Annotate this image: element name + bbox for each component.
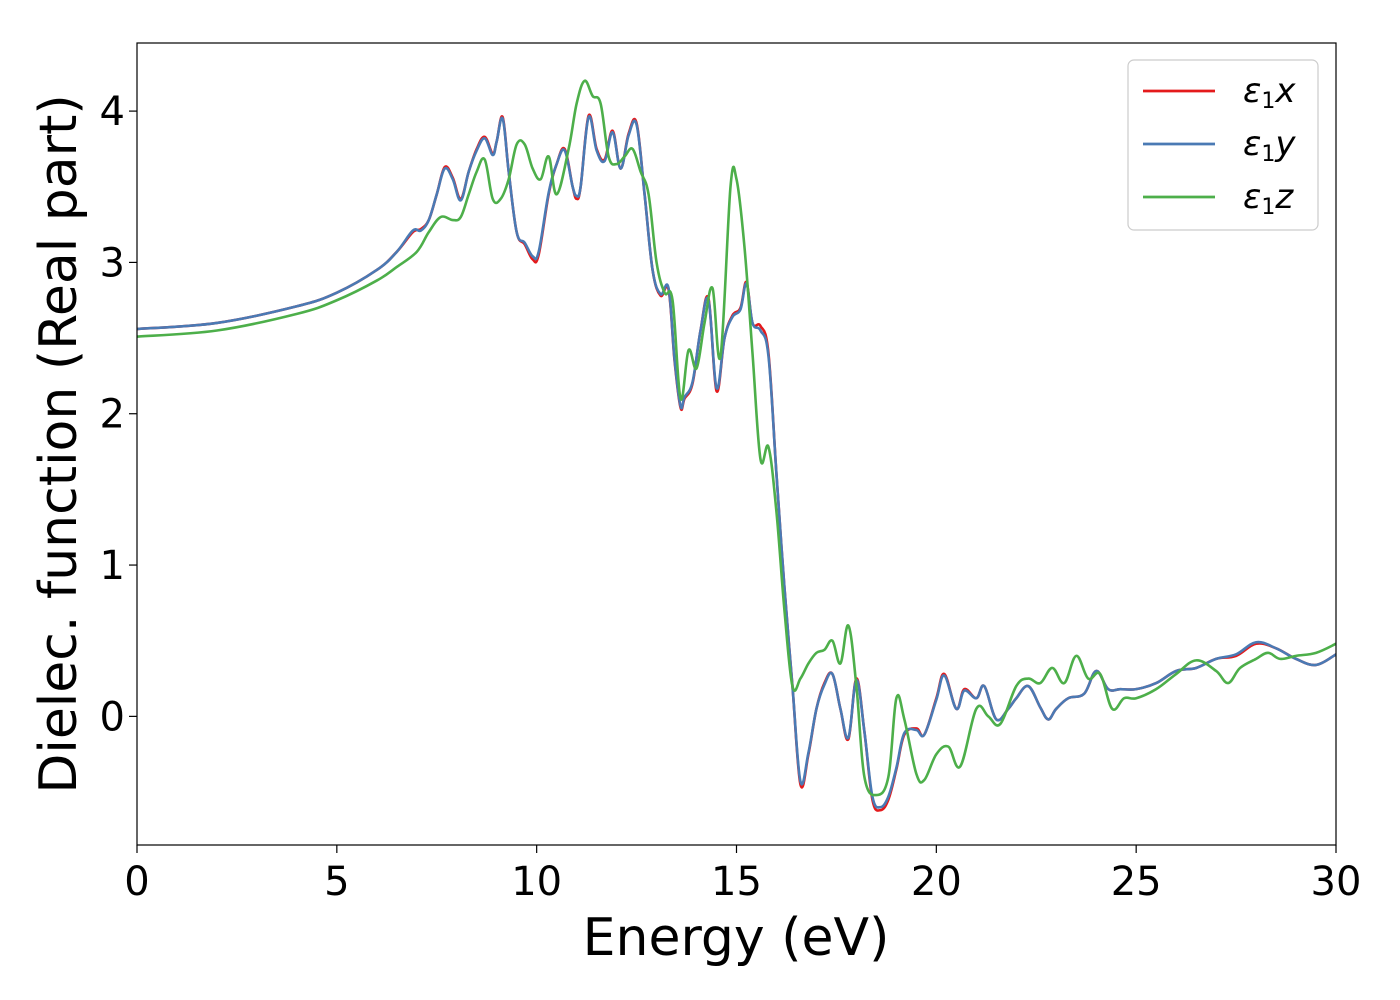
x-axis: 0 5 10 15 20 25 30 bbox=[124, 845, 1361, 905]
x-tick-label: 5 bbox=[324, 859, 349, 905]
y-tick-label: 4 bbox=[100, 89, 125, 135]
legend-box bbox=[1127, 59, 1319, 231]
x-tick-label: 30 bbox=[1311, 859, 1362, 905]
x-tick-label: 15 bbox=[711, 859, 762, 905]
legend-label-y: ε1y bbox=[1243, 124, 1296, 167]
legend-label-x: ε1x bbox=[1243, 71, 1296, 114]
x-tick-label: 0 bbox=[124, 859, 149, 905]
legend: ε1x ε1y ε1z bbox=[1127, 59, 1319, 231]
y-axis: 0 1 2 3 4 bbox=[100, 89, 137, 740]
x-tick-label: 20 bbox=[911, 859, 962, 905]
y-tick-label: 1 bbox=[100, 543, 125, 589]
legend-label-z: ε1z bbox=[1243, 177, 1294, 220]
x-tick-label: 10 bbox=[511, 859, 562, 905]
y-tick-label: 3 bbox=[100, 240, 125, 286]
series-layer bbox=[137, 79, 1336, 812]
x-axis-label: Energy (eV) bbox=[583, 908, 890, 968]
y-tick-label: 2 bbox=[100, 392, 125, 438]
x-tick-label: 25 bbox=[1111, 859, 1162, 905]
y-axis-label: Dielec. function (Real part) bbox=[29, 94, 89, 793]
series-line-z bbox=[137, 79, 1336, 797]
y-tick-label: 0 bbox=[100, 694, 125, 740]
